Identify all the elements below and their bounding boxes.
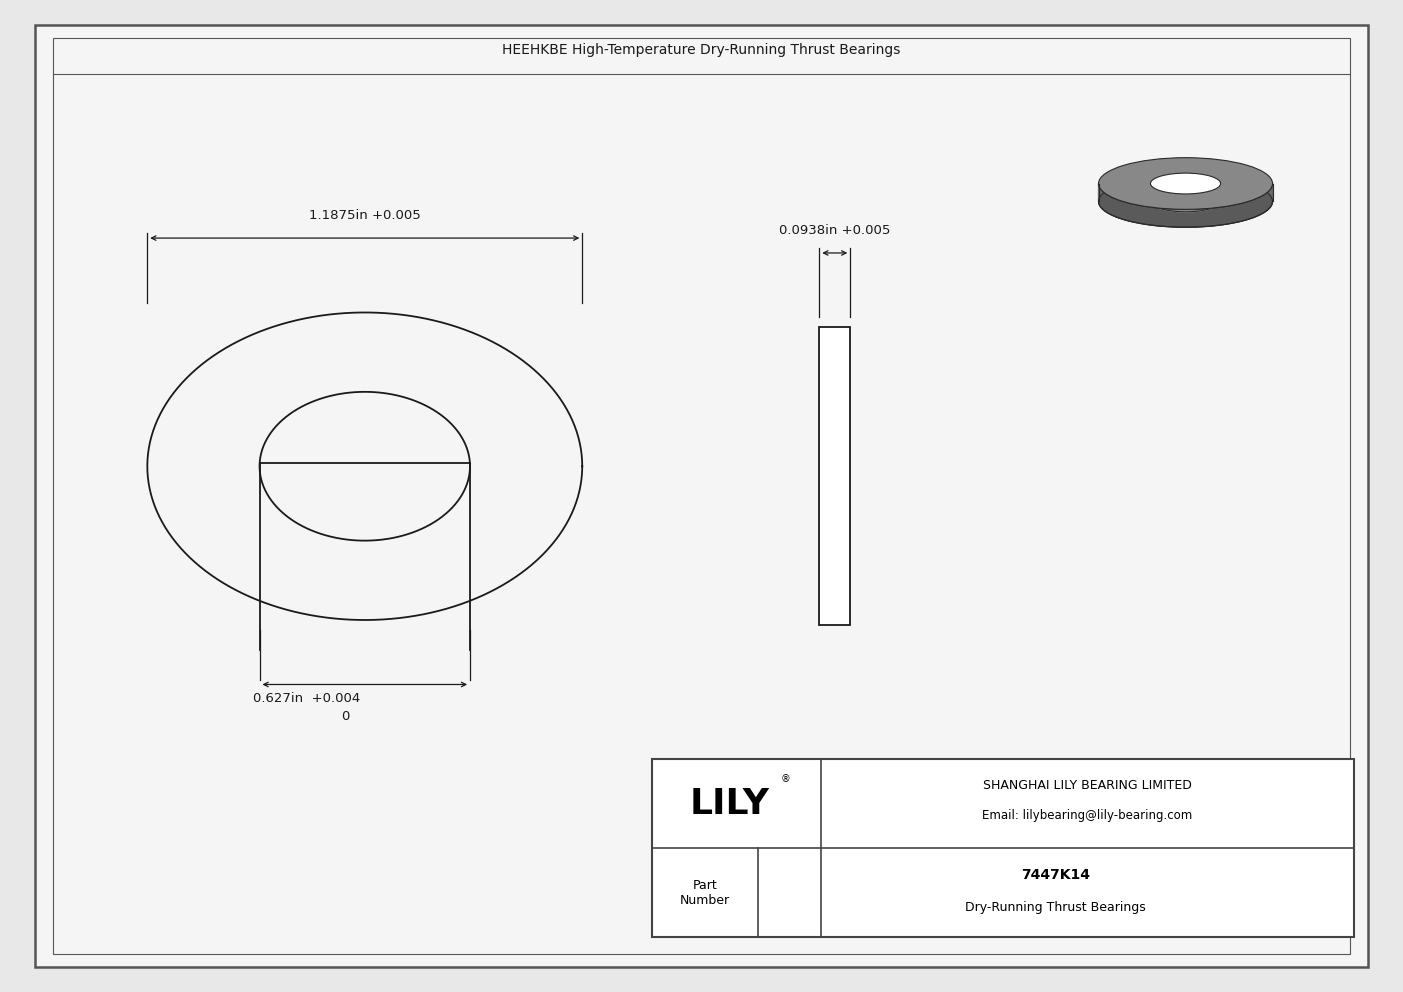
Text: 1.1875in +0.005: 1.1875in +0.005 (309, 209, 421, 222)
Text: ®: ® (781, 774, 790, 784)
Text: 0: 0 (341, 710, 349, 723)
Ellipse shape (1099, 176, 1273, 227)
Text: LILY: LILY (690, 787, 769, 820)
Polygon shape (1099, 184, 1273, 227)
Text: 7447K14: 7447K14 (1021, 868, 1090, 882)
Text: Part
Number: Part Number (680, 879, 730, 907)
Text: Dry-Running Thrust Bearings: Dry-Running Thrust Bearings (965, 901, 1146, 915)
Text: 0.0938in +0.005: 0.0938in +0.005 (779, 224, 891, 237)
Ellipse shape (1099, 158, 1273, 209)
Text: 0.627in  +0.004: 0.627in +0.004 (253, 692, 359, 705)
Text: HEEHKBE High-Temperature Dry-Running Thrust Bearings: HEEHKBE High-Temperature Dry-Running Thr… (502, 43, 901, 57)
Ellipse shape (1150, 174, 1221, 194)
Text: SHANGHAI LILY BEARING LIMITED: SHANGHAI LILY BEARING LIMITED (984, 779, 1191, 793)
Text: Email: lilybearing@lily-bearing.com: Email: lilybearing@lily-bearing.com (982, 808, 1193, 822)
Ellipse shape (1150, 190, 1221, 212)
Bar (652, 759, 1354, 937)
Bar (819, 327, 850, 625)
Polygon shape (1150, 184, 1221, 211)
